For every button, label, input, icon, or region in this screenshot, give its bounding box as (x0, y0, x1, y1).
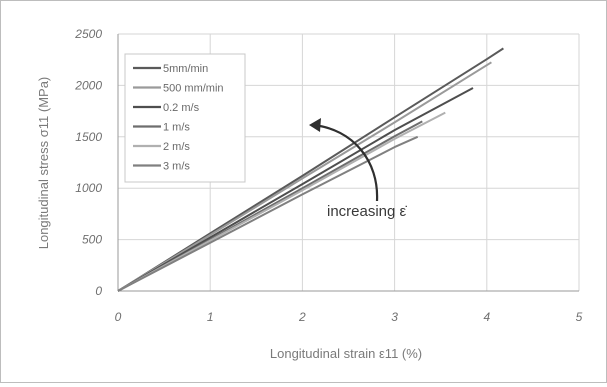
series-line-1 (117, 47, 504, 292)
axes (117, 34, 579, 292)
legend-label: 2 m/s (163, 141, 190, 153)
series-line-2 (117, 61, 492, 292)
y-tick-label: 2000 (74, 78, 102, 92)
legend: 5mm/min 500 mm/min 0.2 m/s 1 m/s 2 m/s 3 m/s (124, 53, 246, 183)
legend-label: 500 mm/min (163, 83, 224, 95)
series-line-5 (117, 111, 446, 292)
y-tick-labels: 0 500 1000 1500 2000 2500 (74, 27, 102, 298)
legend-box (124, 53, 246, 183)
x-tick-labels: 0 1 2 3 4 5 (115, 310, 583, 324)
annotation-label: increasing ε̇ (327, 203, 407, 220)
x-axis-title: Longitudinal strain ε11 (%) (270, 346, 422, 361)
legend-label: 3 m/s (163, 161, 190, 173)
annotation: increasing ε̇ (309, 118, 407, 220)
annotation-arrowhead (309, 118, 321, 132)
x-tick-label: 0 (115, 310, 122, 324)
y-tick-label: 2500 (74, 27, 102, 41)
series-line-3 (117, 87, 474, 292)
y-tick-label: 1000 (75, 181, 102, 195)
grid (118, 33, 580, 291)
y-tick-label: 0 (95, 284, 102, 298)
annotation-arrow (312, 123, 379, 202)
x-tick-label: 5 (576, 310, 583, 324)
legend-label: 1 m/s (163, 122, 190, 134)
legend-label: 5mm/min (163, 63, 208, 75)
x-tick-label: 4 (483, 310, 490, 324)
y-tick-label: 500 (82, 233, 102, 247)
y-axis-title: Longitudinal stress σ11 (MPa) (36, 77, 51, 250)
x-tick-label: 3 (391, 310, 398, 324)
x-tick-label: 1 (207, 310, 214, 324)
series-lines (117, 47, 504, 292)
series-line-6 (117, 135, 419, 292)
y-tick-label: 1500 (75, 130, 102, 144)
legend-label: 0.2 m/s (163, 102, 200, 114)
x-tick-label: 2 (298, 310, 306, 324)
